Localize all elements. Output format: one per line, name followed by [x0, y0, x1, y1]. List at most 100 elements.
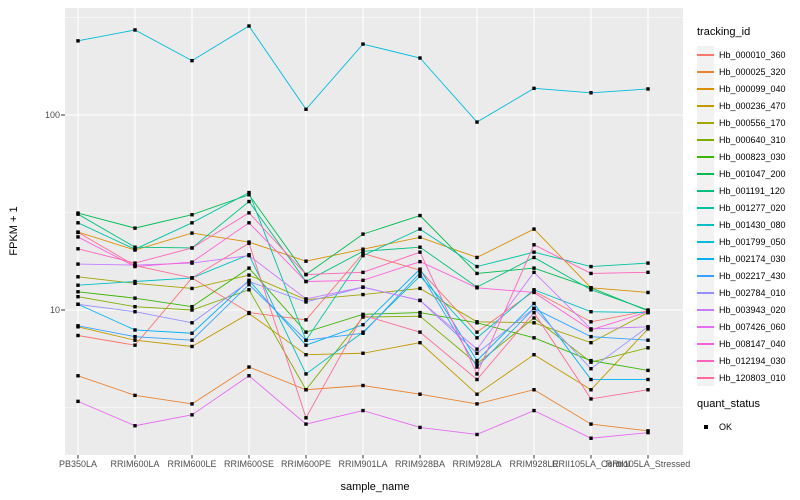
x-tick-label: PB350LA — [58, 459, 98, 469]
x-tick-label: RRIM928LA — [452, 459, 502, 469]
data-point — [190, 331, 194, 335]
data-point — [133, 279, 137, 284]
data-point — [304, 279, 308, 284]
x-tick-label: RRIM600SE — [223, 459, 275, 469]
data-point — [418, 298, 422, 303]
data-point — [475, 347, 479, 351]
legend-item-label: Hb_001191_120 — [719, 185, 785, 196]
data-point — [247, 279, 251, 284]
legend-line-icon — [697, 172, 714, 175]
legend-item-label: Hb_000556_170 — [719, 117, 786, 128]
data-point — [361, 323, 365, 327]
legend-line-icon — [697, 223, 714, 226]
data-point — [76, 262, 80, 266]
data-point — [247, 211, 251, 215]
data-point — [589, 422, 593, 426]
y-tick-label: 10 — [49, 305, 60, 315]
data-point — [190, 276, 194, 280]
legend-item-label: Hb_000099_040 — [719, 83, 786, 94]
legend-title-quant-status: quant_status — [697, 398, 760, 410]
data-point — [76, 290, 80, 294]
data-point — [475, 336, 479, 340]
legend-item: Hb_001799_050 — [697, 233, 800, 250]
data-point — [133, 304, 137, 309]
legend-item: Hb_002174_030 — [697, 250, 800, 267]
data-point — [646, 87, 650, 91]
data-point — [190, 221, 194, 225]
data-point — [646, 430, 650, 435]
data-point — [418, 227, 422, 231]
legend-line-icon — [697, 104, 714, 107]
data-point — [190, 58, 194, 63]
data-point — [475, 271, 479, 276]
x-tick-label: RRIM928LE — [509, 459, 559, 469]
data-point — [304, 338, 308, 342]
data-point — [133, 334, 137, 339]
data-point — [304, 107, 308, 111]
data-point — [532, 336, 536, 340]
data-point — [418, 259, 422, 264]
legend-line-icon — [697, 189, 714, 192]
legend-line-icon — [697, 291, 714, 294]
data-point — [589, 334, 593, 339]
data-point — [589, 91, 593, 95]
data-point — [475, 392, 479, 396]
x-tick-label: RRIM600LA — [110, 459, 160, 469]
legend-item: Hb_000010_360 — [697, 46, 800, 63]
legend-item-label: Hb_000010_360 — [719, 49, 786, 60]
data-point — [475, 120, 479, 124]
data-point — [76, 212, 80, 216]
legend-item: Hb_003943_020 — [697, 301, 800, 318]
legend-line-icon — [697, 240, 714, 243]
data-point — [475, 432, 479, 437]
legend-item: Hb_000236_470 — [697, 97, 800, 114]
data-point — [475, 264, 479, 269]
legend-key-line-swatch — [697, 284, 714, 301]
legend-key-line-swatch — [697, 46, 714, 63]
data-point — [361, 270, 365, 275]
legend-key-line-swatch — [697, 97, 714, 114]
data-point — [304, 388, 308, 392]
legend-line-icon — [697, 257, 714, 260]
data-point — [589, 388, 593, 392]
data-point — [190, 231, 194, 235]
legend-item: Hb_000640_310 — [697, 131, 800, 148]
legend-key-line-swatch — [697, 301, 714, 318]
data-point — [475, 321, 479, 325]
legend-line-icon — [697, 87, 714, 90]
legend-item-label: Hb_002784_010 — [719, 287, 786, 298]
legend-item: Hb_000823_030 — [697, 148, 800, 165]
data-point — [418, 267, 422, 271]
data-point — [475, 377, 479, 382]
data-point — [133, 310, 137, 314]
legend-item-label: Hb_120803_010 — [719, 372, 786, 383]
data-point — [133, 226, 137, 230]
data-point — [133, 393, 137, 398]
legend-item: Hb_001191_120 — [697, 182, 800, 199]
legend-line-icon — [697, 325, 714, 328]
quant-status-items: OK — [697, 418, 800, 435]
data-point — [361, 247, 365, 251]
data-point — [589, 286, 593, 290]
data-point — [418, 245, 422, 249]
x-tick-label: RRII105LA_Stressed — [605, 459, 691, 469]
data-point — [532, 243, 536, 247]
data-point — [589, 367, 593, 371]
data-point — [190, 402, 194, 406]
data-point — [247, 266, 251, 270]
legend-item: Hb_002784_010 — [697, 284, 800, 301]
data-point — [133, 328, 137, 332]
legend-item-label: Hb_001047_200 — [719, 168, 786, 179]
y-tick-label: 100 — [44, 110, 60, 120]
black-square-marker-icon — [703, 424, 708, 429]
data-point — [190, 344, 194, 349]
legend-key-line-swatch — [697, 335, 714, 352]
data-point — [304, 297, 308, 301]
data-point — [190, 308, 194, 312]
data-point — [247, 374, 251, 378]
x-tick-label: RRII105LA_Control — [551, 459, 631, 469]
data-point — [589, 310, 593, 314]
data-point — [418, 314, 422, 318]
data-point — [361, 278, 365, 283]
data-point — [247, 193, 251, 197]
